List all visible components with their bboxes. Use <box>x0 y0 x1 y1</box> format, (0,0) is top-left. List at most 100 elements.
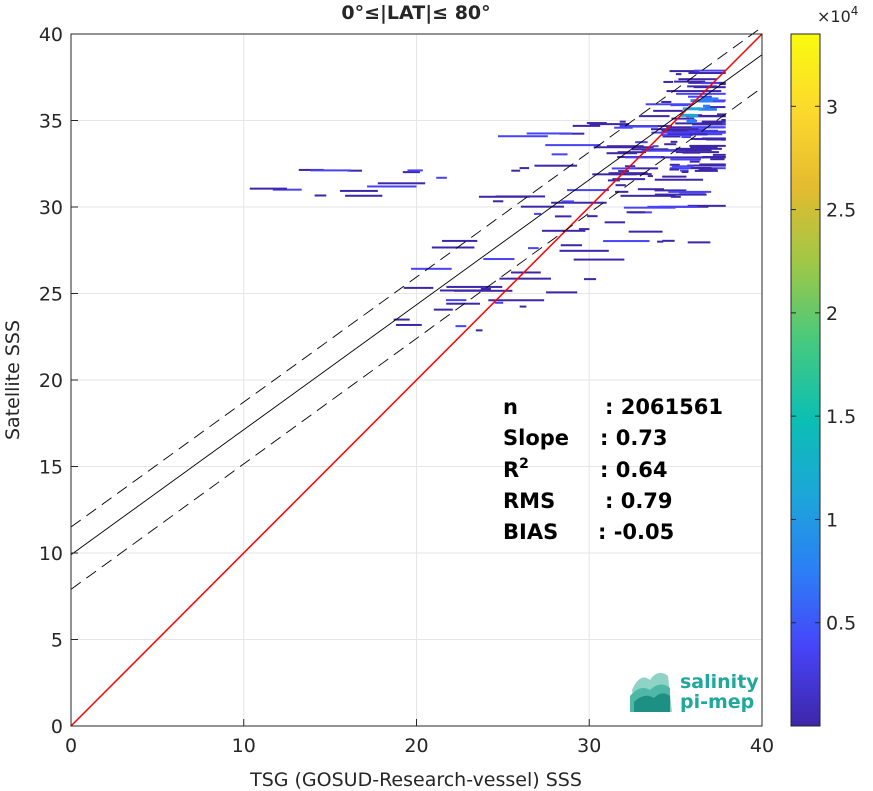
density-mark <box>694 169 718 172</box>
density-mark <box>411 267 452 270</box>
density-mark <box>272 188 302 191</box>
density-mark <box>546 291 578 294</box>
density-mark <box>661 129 705 132</box>
density-mark <box>340 189 378 192</box>
stat-value: : 0.79 <box>605 489 673 513</box>
y-tick-label: 20 <box>39 370 63 392</box>
density-mark <box>603 240 650 243</box>
salinity-pi-mep-logo: salinity pi-mep <box>630 671 759 713</box>
x-axis: 0 10 20 30 40 <box>65 719 774 757</box>
density-mark <box>705 106 726 109</box>
y-tick-label: 0 <box>51 716 63 738</box>
density-mark <box>671 117 695 120</box>
density-mark <box>345 194 383 197</box>
density-mark <box>519 305 527 308</box>
density-mark <box>635 167 659 170</box>
density-mark <box>554 215 572 218</box>
density-mark <box>690 99 704 103</box>
density-mark <box>675 122 723 125</box>
density-mark <box>703 104 711 108</box>
density-mark <box>475 329 483 332</box>
y-tick-label: 10 <box>39 543 63 565</box>
density-mark <box>678 78 717 81</box>
density-mark <box>662 175 687 178</box>
density-mark <box>586 122 607 125</box>
density-mark <box>637 188 664 191</box>
fit-lower-line <box>70 87 763 590</box>
density-mark <box>645 103 693 106</box>
density-mark <box>455 325 467 328</box>
density-mark <box>497 135 548 138</box>
stat-value: : 0.64 <box>600 458 668 482</box>
density-mark <box>667 149 698 152</box>
density-mark <box>651 131 710 134</box>
density-mark <box>436 176 447 179</box>
density-mark <box>583 278 597 281</box>
stat-label: n <box>503 395 518 419</box>
colorbar-exponent: ×104 <box>817 4 858 26</box>
density-mark <box>545 144 601 147</box>
density-mark <box>499 277 551 280</box>
density-mark <box>702 97 719 101</box>
density-mark <box>560 244 583 247</box>
density-mark <box>567 189 609 192</box>
density-mark <box>659 156 705 159</box>
density-mark <box>689 114 699 118</box>
density-mark <box>614 126 633 129</box>
density-mark <box>527 247 539 250</box>
density-mark <box>551 201 607 204</box>
density-mark <box>620 125 659 128</box>
stat-label: BIAS <box>503 520 558 544</box>
colorbar-tick-label: 1.5 <box>826 406 856 428</box>
one-to-one-line <box>70 33 763 727</box>
density-mark <box>559 249 609 252</box>
density-mark <box>681 136 692 139</box>
density-mark <box>573 258 625 261</box>
density-mark <box>650 128 699 131</box>
stat-label: RMS <box>503 489 555 513</box>
density-mark <box>717 113 726 116</box>
density-mark <box>492 200 504 203</box>
density-mark <box>618 170 630 173</box>
density-mark <box>511 169 521 172</box>
density-mark <box>541 229 586 232</box>
density-mark <box>682 107 702 111</box>
density-mark <box>654 189 687 192</box>
density-mark <box>687 241 711 244</box>
colorbar-tick-label: 2 <box>826 303 838 325</box>
density-mark <box>446 299 467 302</box>
density-mark <box>611 167 637 170</box>
colorbar-tick-label: 0.5 <box>826 613 856 635</box>
density-mark <box>393 318 410 321</box>
density-mark <box>561 200 575 203</box>
density-mark <box>647 205 698 208</box>
density-mark <box>607 179 620 182</box>
density-mark <box>719 83 726 86</box>
density-mark <box>617 151 646 154</box>
density-mark <box>612 178 646 181</box>
density-mark <box>396 323 422 326</box>
density-mark <box>666 90 722 93</box>
density-mark <box>675 151 719 154</box>
y-tick-label: 15 <box>39 457 63 479</box>
density-mark <box>671 165 694 168</box>
density-cloud <box>249 69 726 332</box>
density-mark <box>698 131 724 134</box>
density-mark <box>701 156 726 159</box>
density-mark <box>654 193 707 196</box>
reference-lines <box>70 26 763 727</box>
density-mark <box>626 211 646 214</box>
density-mark <box>689 133 708 136</box>
density-mark <box>661 134 693 137</box>
density-mark <box>647 175 653 178</box>
fit-upper-line <box>70 26 763 528</box>
density-mark <box>446 302 480 305</box>
density-mark <box>670 195 681 198</box>
density-mark <box>494 301 504 304</box>
density-mark <box>249 187 287 190</box>
wave-logo-icon <box>630 672 672 712</box>
density-mark <box>310 169 351 172</box>
density-mark <box>572 124 601 127</box>
density-mark <box>684 149 712 152</box>
